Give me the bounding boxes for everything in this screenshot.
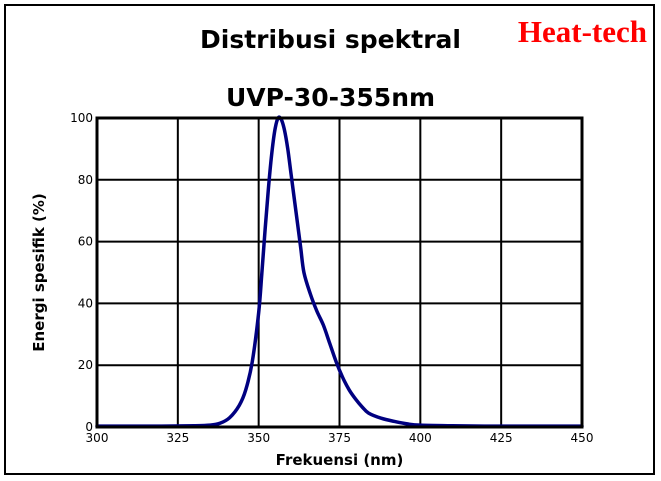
x-tick-label: 425 <box>490 431 513 445</box>
x-tick-label: 350 <box>247 431 270 445</box>
x-tick-label: 375 <box>328 431 351 445</box>
y-tick-label: 100 <box>70 111 93 125</box>
y-tick-label: 40 <box>78 296 93 310</box>
series-line <box>95 115 584 428</box>
y-tick-label: 80 <box>78 173 93 187</box>
x-tick-label: 300 <box>86 431 109 445</box>
grid <box>97 118 582 427</box>
chart-frame <box>4 4 655 475</box>
x-axis-label: Frekuensi (nm) <box>276 451 404 469</box>
brand-logo: Heat-tech <box>517 14 647 49</box>
x-tick-label: 450 <box>571 431 594 445</box>
x-tick-label: 400 <box>409 431 432 445</box>
y-tick-label: 20 <box>78 358 93 372</box>
series-group <box>95 115 584 428</box>
chart-title: Distribusi spektral <box>200 25 461 54</box>
x-axis-ticks: 300 325 350 375 400 425 450 <box>86 431 594 445</box>
chart-subtitle: UVP-30-355nm <box>225 83 436 112</box>
y-tick-label: 0 <box>85 420 93 434</box>
y-axis-label: Energi spesifik (%) <box>30 193 48 352</box>
x-tick-label: 325 <box>166 431 189 445</box>
y-tick-label: 60 <box>78 235 93 249</box>
y-axis-ticks: 0 20 40 60 80 100 <box>70 111 93 434</box>
plot-border <box>95 116 584 429</box>
